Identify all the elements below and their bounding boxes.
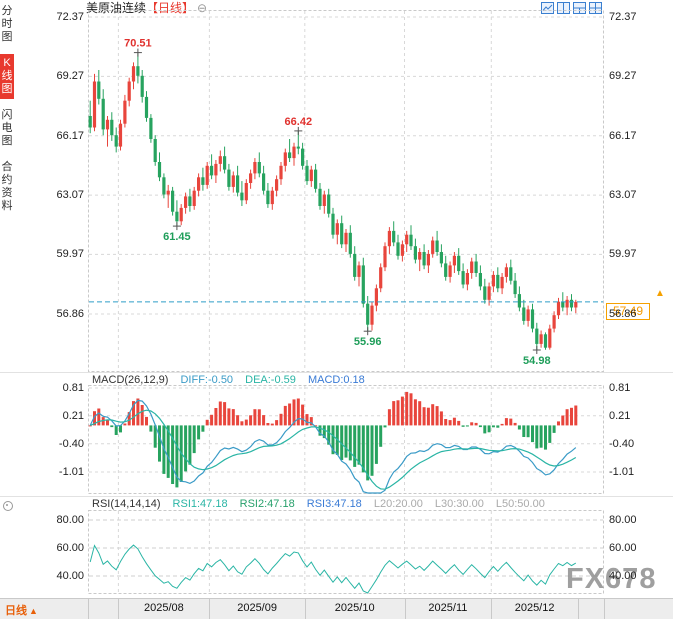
dual-view-icon[interactable] [557, 1, 570, 14]
svg-text:66.42: 66.42 [285, 116, 313, 128]
axis-tick-label: 80.00 [56, 514, 84, 526]
candlestick-chart[interactable]: 70.51 61.45 66.42 55.96 54.98 [88, 10, 604, 372]
sidebar-tab-kline-chart[interactable]: K线图 [0, 54, 14, 99]
quad-view-icon[interactable] [589, 1, 602, 14]
axis-tick-label: -1.01 [609, 466, 635, 478]
panel-separator [0, 496, 673, 497]
svg-text:55.96: 55.96 [354, 336, 382, 348]
period-name: 【日线】 [146, 1, 195, 15]
svg-text:54.98: 54.98 [523, 355, 551, 367]
month-separator [118, 599, 120, 619]
rsi3-value: RSI3:47.18 [306, 498, 362, 510]
current-price-tag: 57.49 [606, 303, 650, 320]
axis-tick-label: 59.97 [56, 248, 84, 261]
axis-tick-label: 66.17 [56, 129, 84, 142]
price-up-arrow: ▲ [655, 288, 665, 299]
axis-tick-label: 80.00 [609, 514, 637, 526]
zoom-out-icon[interactable]: ⊖ [197, 1, 208, 15]
month-separator [304, 599, 306, 619]
month-separator [404, 599, 406, 619]
axis-tick-label: 40.00 [56, 570, 84, 582]
panel-separator [0, 372, 673, 373]
rsi-label-row: RSI(14,14,14) RSI1:47.18 RSI2:47.18 RSI3… [92, 498, 554, 510]
instrument-name: 美原油连续 [86, 1, 147, 15]
rsi-params-label: RSI(14,14,14) [92, 498, 161, 510]
axis-tick-label: 40.00 [609, 570, 637, 582]
macd-panel[interactable] [88, 385, 604, 494]
axis-tick-label: 63.07 [609, 189, 637, 202]
tri-view-icon[interactable] [573, 1, 586, 14]
indicator-settings-icon[interactable] [3, 501, 13, 511]
period-selector-label: 日线 [5, 605, 27, 617]
month-separator [88, 599, 89, 619]
sidebar-tab-contract-info[interactable]: 合约资料 [1, 161, 13, 212]
macd-params-label: MACD(26,12,9) [92, 374, 169, 386]
x-axis-month-label: 2025/09 [237, 602, 277, 614]
axis-tick-label: 59.97 [609, 248, 637, 261]
x-axis-bar: 日线 ▲ 2025/08 2025/09 2025/10 2025/11 2025/12 [0, 598, 673, 619]
chevron-up-icon: ▲ [29, 606, 38, 616]
macd-diff-value: DIFF:-0.50 [180, 374, 234, 386]
rsi1-value: RSI1:47.18 [172, 498, 228, 510]
axis-tick-label: -0.40 [58, 437, 84, 450]
axis-tick-label: 0.21 [62, 409, 84, 422]
period-selector[interactable]: 日线 ▲ [5, 602, 38, 618]
rsi2-value: RSI2:47.18 [239, 498, 295, 510]
x-axis-month-label: 2025/08 [144, 602, 184, 614]
month-separator [491, 599, 493, 619]
macd-hist-value: MACD:0.18 [307, 374, 365, 386]
rsi-l50-value: L50:50.00 [495, 498, 545, 510]
axis-tick-label: 66.17 [609, 129, 637, 142]
axis-tick-label: 0.21 [609, 409, 631, 422]
x-axis-month-label: 2025/11 [428, 602, 468, 614]
axis-tick-label: 0.81 [62, 382, 84, 394]
rsi-l20-value: L20:20.00 [373, 498, 423, 510]
x-axis-month-label: 2025/10 [334, 602, 375, 614]
axis-tick-label: 56.86 [609, 308, 637, 320]
axis-tick-label: 72.37 [609, 11, 637, 23]
sidebar-tab-time-chart[interactable]: 分时图 [1, 5, 13, 43]
chart-title: 美原油连续【日线】 ⊖ [86, 1, 207, 15]
axis-tick-label: 69.27 [609, 70, 637, 83]
chart-type-sidebar: 分时图 K线图 闪电图 合约资料 [0, 2, 14, 223]
month-separator [604, 599, 605, 619]
axis-tick-label: 60.00 [56, 542, 84, 554]
month-separator [209, 599, 211, 619]
month-separator [578, 599, 579, 619]
svg-text:70.51: 70.51 [124, 38, 152, 50]
rsi-panel[interactable] [88, 510, 604, 594]
axis-tick-label: -1.01 [58, 466, 84, 478]
svg-text:61.45: 61.45 [163, 231, 191, 243]
rsi-l30-value: L30:30.00 [434, 498, 484, 510]
macd-dea-value: DEA:-0.59 [245, 374, 296, 386]
layout-toolbar [541, 1, 602, 14]
single-view-icon[interactable] [541, 1, 554, 14]
axis-tick-label: 63.07 [56, 189, 84, 202]
sidebar-tab-lightning-chart[interactable]: 闪电图 [1, 109, 13, 147]
axis-tick-label: 0.81 [609, 382, 631, 394]
axis-tick-label: -0.40 [609, 437, 635, 450]
axis-tick-label: 56.86 [56, 308, 84, 320]
axis-tick-label: 72.37 [56, 11, 84, 23]
axis-tick-label: 69.27 [56, 70, 84, 83]
macd-label-row: MACD(26,12,9) DIFF:-0.50 DEA:-0.59 MACD:… [92, 374, 374, 386]
axis-tick-label: 60.00 [609, 542, 637, 554]
x-axis-month-label: 2025/12 [514, 602, 555, 614]
